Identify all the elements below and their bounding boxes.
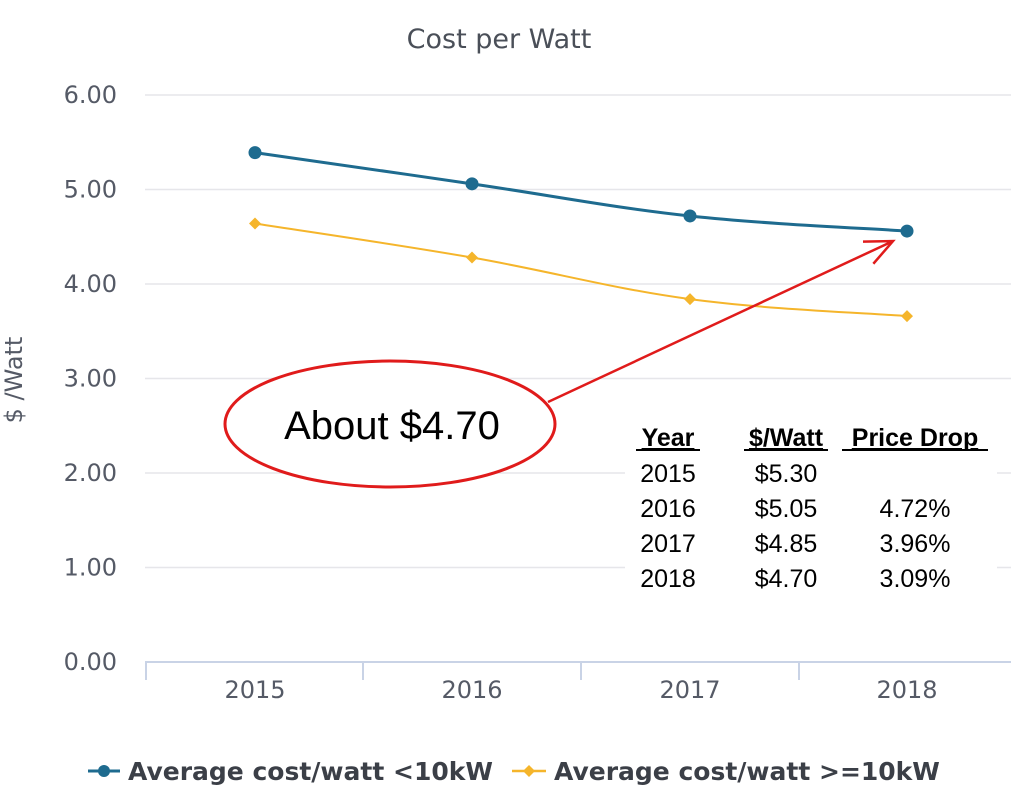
table-header: Year xyxy=(642,424,695,452)
y-tick-label: 3.00 xyxy=(64,365,117,393)
y-tick-label: 4.00 xyxy=(64,270,117,298)
series-line xyxy=(254,222,908,318)
x-tick-label: 2017 xyxy=(659,676,720,704)
chart-title: Cost per Watt xyxy=(407,24,592,55)
legend-swatch-marker xyxy=(523,765,535,777)
table-cell: $4.85 xyxy=(755,530,818,558)
table-cell: 4.72% xyxy=(880,495,951,523)
series-lines xyxy=(248,146,914,323)
callout-arrow-head xyxy=(862,239,896,265)
table-header: $/Watt xyxy=(749,424,824,452)
callout-ellipse xyxy=(223,359,557,489)
price-table: Year $/Watt Price Drop 2015 $5.30 2016 $5.05 4.… xyxy=(625,410,997,596)
table-cell: 3.09% xyxy=(880,565,951,593)
table-cell: $5.30 xyxy=(755,460,818,488)
data-point xyxy=(684,293,696,306)
series-line xyxy=(254,151,908,233)
callout-annotation: About $4.70 xyxy=(223,239,896,489)
callout-text: About $4.70 xyxy=(284,404,500,448)
table-background xyxy=(625,410,997,596)
data-point xyxy=(900,224,914,238)
legend-label: Average cost/watt >=10kW xyxy=(554,757,940,786)
table-cell: $5.05 xyxy=(755,495,818,523)
x-axis-ticks: 2015 2016 2017 2018 xyxy=(224,676,937,704)
legend-label: Average cost/watt <10kW xyxy=(128,757,493,786)
data-point xyxy=(465,177,479,191)
y-tick-label: 5.00 xyxy=(64,176,117,204)
table-cell: 2017 xyxy=(640,530,696,558)
y-tick-label: 0.00 xyxy=(64,648,117,676)
data-point xyxy=(249,217,261,230)
y-tick-label: 6.00 xyxy=(64,81,117,109)
table-cell: 2015 xyxy=(640,460,696,488)
table-cell: 3.96% xyxy=(880,530,951,558)
y-tick-label: 1.00 xyxy=(64,554,117,582)
y-axis-label: $ /Watt xyxy=(0,337,28,424)
table-header: Price Drop xyxy=(852,424,978,452)
data-point xyxy=(901,310,913,323)
data-point xyxy=(248,146,262,160)
data-point xyxy=(683,209,697,223)
legend: Average cost/watt <10kW Average cost/watt… xyxy=(88,757,940,786)
table-cell: 2016 xyxy=(640,495,696,523)
data-point xyxy=(466,251,478,264)
x-axis xyxy=(145,661,1011,680)
legend-swatch-marker xyxy=(98,765,110,777)
table-cell: 2018 xyxy=(640,565,696,593)
x-tick-label: 2018 xyxy=(876,676,937,704)
x-tick-label: 2015 xyxy=(224,676,285,704)
x-tick-label: 2016 xyxy=(441,676,502,704)
table-cell: $4.70 xyxy=(755,565,818,593)
y-tick-label: 2.00 xyxy=(64,459,117,487)
y-axis-ticks: 0.00 1.00 2.00 3.00 4.00 5.00 6.00 xyxy=(64,81,117,676)
callout-arrow-line xyxy=(547,239,894,404)
